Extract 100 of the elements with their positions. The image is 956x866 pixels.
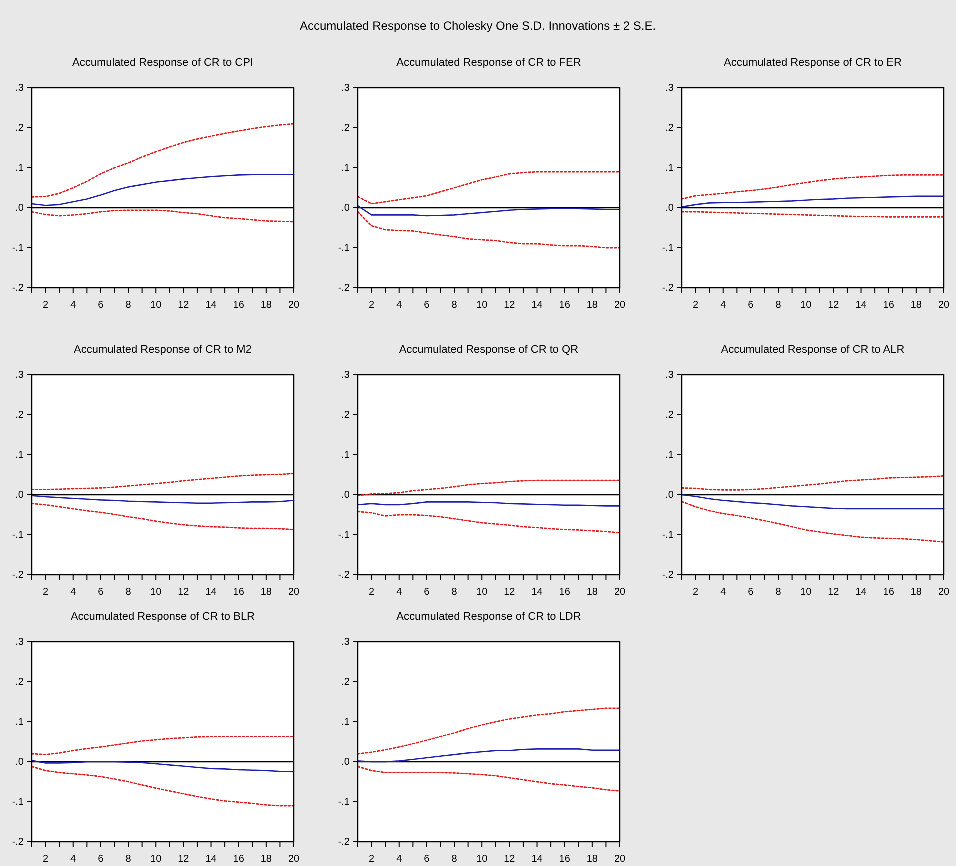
x-tick-label: 10 <box>150 587 162 598</box>
text: Accumulated Response to Cholesky One S.D. Innovations ± 2 S.E. <box>300 19 656 33</box>
line-series <box>681 501 945 543</box>
x-tick-label: 2 <box>693 587 700 598</box>
x-tick-label: 10 <box>476 587 488 598</box>
x-tick-label: 20 <box>938 587 950 598</box>
line-series <box>357 766 621 792</box>
x-tick-label: 10 <box>800 587 812 598</box>
x-tick-label: 14 <box>532 587 544 598</box>
x-tick-label: 14 <box>206 854 218 865</box>
x-tick-label: 10 <box>150 854 162 865</box>
y-tick-label: .0 <box>666 490 674 502</box>
x-tick-label: 12 <box>504 587 516 598</box>
x-tick-label: 20 <box>288 300 300 311</box>
x-tick-label: 14 <box>532 854 544 865</box>
x-tick-label: 16 <box>233 587 245 598</box>
y-tick-label: .3 <box>16 370 24 382</box>
x-tick-label: 20 <box>938 300 950 311</box>
y-tick-label: -.1 <box>12 530 24 542</box>
x-tick-label: 16 <box>559 300 571 311</box>
x-tick-label: 2 <box>369 854 376 865</box>
x-tick-label: 2 <box>43 300 50 311</box>
x-tick-label: 2 <box>369 300 376 311</box>
y-tick-label: .0 <box>342 490 350 502</box>
y-tick-label: -.2 <box>12 837 24 848</box>
line-series <box>357 211 621 249</box>
y-tick-label: .2 <box>342 123 350 134</box>
chart-title: Accumulated Response of CR to ALR <box>721 344 905 356</box>
y-tick-label: -.2 <box>338 283 350 294</box>
line-series <box>31 503 295 530</box>
line-series <box>31 174 295 206</box>
x-tick-label: 18 <box>260 854 272 865</box>
x-tick-label: 10 <box>476 854 488 865</box>
y-tick-label: .3 <box>16 83 24 94</box>
y-tick-label: .2 <box>666 123 674 134</box>
x-tick-label: 6 <box>98 587 104 598</box>
y-tick-label: .3 <box>342 370 350 382</box>
x-tick-label: 12 <box>504 854 516 865</box>
x-tick-label: 2 <box>693 300 700 311</box>
y-tick-label: .1 <box>16 717 24 728</box>
x-tick-label: 8 <box>452 587 458 598</box>
x-tick-label: 4 <box>720 587 727 598</box>
x-tick-label: 14 <box>856 587 868 598</box>
line-series <box>681 476 945 491</box>
x-tick-label: 20 <box>288 854 300 865</box>
y-tick-label: .0 <box>342 757 350 768</box>
x-tick-label: 12 <box>178 854 190 865</box>
chart-title: Accumulated Response of CR to M2 <box>74 344 252 356</box>
x-tick-label: 14 <box>856 300 868 311</box>
y-tick-label: -.1 <box>662 243 674 254</box>
x-tick-label: 10 <box>150 300 162 311</box>
y-tick-label: -.2 <box>662 570 674 582</box>
line-series <box>357 171 621 205</box>
line-series <box>31 123 295 198</box>
y-tick-label: .1 <box>16 163 24 174</box>
chart-title: Accumulated Response of CR to QR <box>399 344 579 356</box>
x-tick-label: 4 <box>396 587 403 598</box>
y-tick-label: .3 <box>16 637 24 648</box>
chart-title: Accumulated Response of CR to LDR <box>396 611 582 623</box>
x-tick-label: 2 <box>369 587 376 598</box>
y-tick-label: .2 <box>342 677 350 688</box>
x-tick-label: 20 <box>288 587 300 598</box>
chart-title: Accumulated Response of CR to CPI <box>72 57 254 69</box>
x-tick-label: 8 <box>126 587 132 598</box>
x-tick-label: 4 <box>396 300 403 311</box>
line-series <box>31 473 295 490</box>
x-tick-label: 8 <box>776 300 782 311</box>
x-tick-label: 6 <box>748 300 754 311</box>
y-tick-label: -.2 <box>12 283 24 294</box>
x-tick-label: 10 <box>800 300 812 311</box>
x-tick-label: 20 <box>614 854 626 865</box>
y-tick-label: -.1 <box>338 530 350 542</box>
x-tick-label: 18 <box>586 854 598 865</box>
chart-title: Accumulated Response of CR to ER <box>724 57 902 69</box>
line-series <box>357 511 621 534</box>
y-tick-label: .2 <box>16 410 24 422</box>
x-tick-label: 18 <box>260 300 272 311</box>
x-tick-label: 12 <box>178 300 190 311</box>
x-tick-label: 4 <box>720 300 727 311</box>
line-series <box>31 736 295 756</box>
y-tick-label: .0 <box>342 203 350 214</box>
y-tick-label: .2 <box>342 410 350 422</box>
line-series <box>357 708 621 755</box>
y-tick-label: .0 <box>16 203 24 214</box>
x-tick-label: 6 <box>424 587 430 598</box>
x-tick-label: 4 <box>70 854 77 865</box>
line-series <box>681 174 945 200</box>
x-tick-label: 12 <box>504 300 516 311</box>
x-tick-label: 14 <box>206 300 218 311</box>
y-tick-label: .3 <box>666 370 674 382</box>
y-tick-label: -.2 <box>338 570 350 582</box>
y-tick-label: .2 <box>16 123 24 134</box>
y-tick-label: .3 <box>342 637 350 648</box>
y-tick-label: -.2 <box>12 570 24 582</box>
y-tick-label: .1 <box>666 163 674 174</box>
y-tick-label: .2 <box>666 410 674 422</box>
x-tick-label: 8 <box>452 300 458 311</box>
x-tick-label: 16 <box>559 854 571 865</box>
chart-title: Accumulated Response of CR to BLR <box>70 611 256 623</box>
x-tick-label: 16 <box>883 587 895 598</box>
